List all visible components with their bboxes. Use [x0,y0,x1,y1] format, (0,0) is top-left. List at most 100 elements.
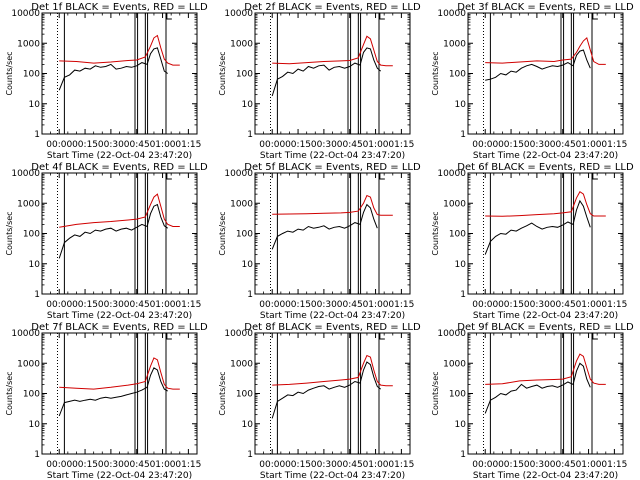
corner-step-marker [379,333,385,340]
x-axis-label: Start Time (22-Oct-04 23:47:20) [47,471,192,480]
x-tick-label: 01:00 [576,300,602,310]
y-axis-label: Counts/sec [5,211,14,255]
y-axis-label: Counts/sec [5,51,14,95]
x-tick-label: 00:45 [124,300,150,310]
x-axis-label: Start Time (22-Oct-04 23:47:20) [473,151,618,161]
y-tick-label: 1000 [230,359,253,369]
panel-9: Det 9f BLACK = Events, RED = LLD 1 10 100 10… [431,322,634,480]
y-tick-label: 1 [460,130,466,140]
series-lld-line [485,190,606,217]
panel-2: Det 2f BLACK = Events, RED = LLD 1 10 100 10… [218,2,421,161]
x-axis-label: Start Time (22-Oct-04 23:47:20) [47,311,192,321]
panel-title: Det 7f BLACK = Events, RED = LLD [31,322,208,333]
x-axis-label: Start Time (22-Oct-04 23:47:20) [473,311,618,321]
x-tick-label: 00:45 [124,460,150,470]
x-tick-label: 00:45 [337,140,363,150]
x-tick-label: 00:00 [472,460,498,470]
corner-step-marker [166,333,172,340]
series-events-line [485,49,591,81]
x-tick-label: 00:30 [524,300,550,310]
plot-frame [254,332,411,455]
x-tick-label: 00:45 [550,140,576,150]
x-tick-label: 00:30 [98,460,124,470]
y-tick-label: 1000 [443,359,466,369]
panel-title: Det 2f BLACK = Events, RED = LLD [244,2,421,13]
x-axis-label: Start Time (22-Oct-04 23:47:20) [260,311,405,321]
y-tick-label: 100 [449,70,466,80]
series-events-line [58,367,168,417]
y-axis-label: Counts/sec [218,51,227,95]
x-tick-label: 01:00 [150,140,176,150]
x-tick-label: 01:15 [175,300,201,310]
panel-4: Det 4f BLACK = Events, RED = LLD 1 10 100 10… [5,162,208,321]
corner-step-marker [166,13,172,20]
y-tick-label: 10 [455,420,467,430]
y-axis-label: Counts/sec [431,211,440,255]
x-tick-label: 00:45 [337,460,363,470]
y-tick-label: 100 [236,390,253,400]
plot-frame [467,332,624,455]
y-axis-label: Counts/sec [218,371,227,415]
x-tick-label: 01:15 [601,300,627,310]
y-tick-label: 10 [455,100,467,110]
y-tick-label: 10000 [437,169,466,179]
plot-frame [41,12,198,135]
panel-title: Det 1f BLACK = Events, RED = LLD [31,2,208,13]
y-tick-label: 1000 [230,199,253,209]
y-tick-label: 10000 [11,329,40,339]
x-tick-label: 01:15 [601,140,627,150]
series-lld-line [272,35,393,67]
plot-frame [467,12,624,135]
series-lld-line [272,194,393,216]
x-axis-label: Start Time (22-Oct-04 23:47:20) [47,151,192,161]
x-tick-label: 01:00 [150,300,176,310]
y-tick-label: 10000 [11,169,40,179]
x-tick-label: 00:45 [550,300,576,310]
x-tick-label: 00:00 [46,140,72,150]
y-tick-label: 100 [236,230,253,240]
y-tick-label: 10 [29,100,41,110]
x-tick-label: 00:15 [285,140,311,150]
x-tick-label: 00:15 [285,300,311,310]
panel-7: Det 7f BLACK = Events, RED = LLD 1 10 100 10… [5,322,208,480]
y-tick-label: 100 [23,70,40,80]
corner-step-marker [166,173,172,180]
panel-title: Det 6f BLACK = Events, RED = LLD [457,162,634,173]
series-events-line [271,203,378,250]
panel-title: Det 4f BLACK = Events, RED = LLD [31,162,208,173]
series-events-line [271,361,382,419]
panel-title: Det 9f BLACK = Events, RED = LLD [457,322,634,333]
corner-step-marker [379,173,385,180]
x-tick-label: 01:00 [576,460,602,470]
x-tick-label: 00:00 [259,300,285,310]
x-tick-label: 01:00 [363,460,389,470]
y-tick-label: 1000 [443,39,466,49]
x-tick-label: 00:30 [98,140,124,150]
panel-3: Det 3f BLACK = Events, RED = LLD 1 10 100 10… [431,2,634,161]
y-tick-label: 1 [460,290,466,300]
series-lld-line [485,37,606,65]
y-tick-label: 10000 [224,329,253,339]
y-tick-label: 100 [449,390,466,400]
y-tick-label: 1000 [17,39,40,49]
y-tick-label: 100 [23,230,40,240]
series-lld-line [272,354,393,387]
x-tick-label: 00:15 [72,300,98,310]
x-tick-label: 01:00 [363,140,389,150]
y-tick-label: 10 [242,100,254,110]
x-tick-label: 01:00 [576,140,602,150]
y-tick-label: 10 [242,260,254,270]
y-tick-label: 1 [34,450,40,460]
x-tick-label: 00:30 [98,300,124,310]
plot-frame [41,332,198,455]
x-tick-label: 00:15 [498,140,524,150]
x-tick-label: 00:00 [472,140,498,150]
series-lld-line [59,357,180,390]
y-tick-label: 1 [34,290,40,300]
series-lld-line [59,34,180,66]
x-tick-label: 01:15 [175,140,201,150]
panel-5: Det 5f BLACK = Events, RED = LLD 1 10 100 10… [218,162,421,321]
x-tick-label: 01:15 [388,460,414,470]
x-tick-label: 00:30 [311,460,337,470]
x-tick-label: 00:00 [472,300,498,310]
